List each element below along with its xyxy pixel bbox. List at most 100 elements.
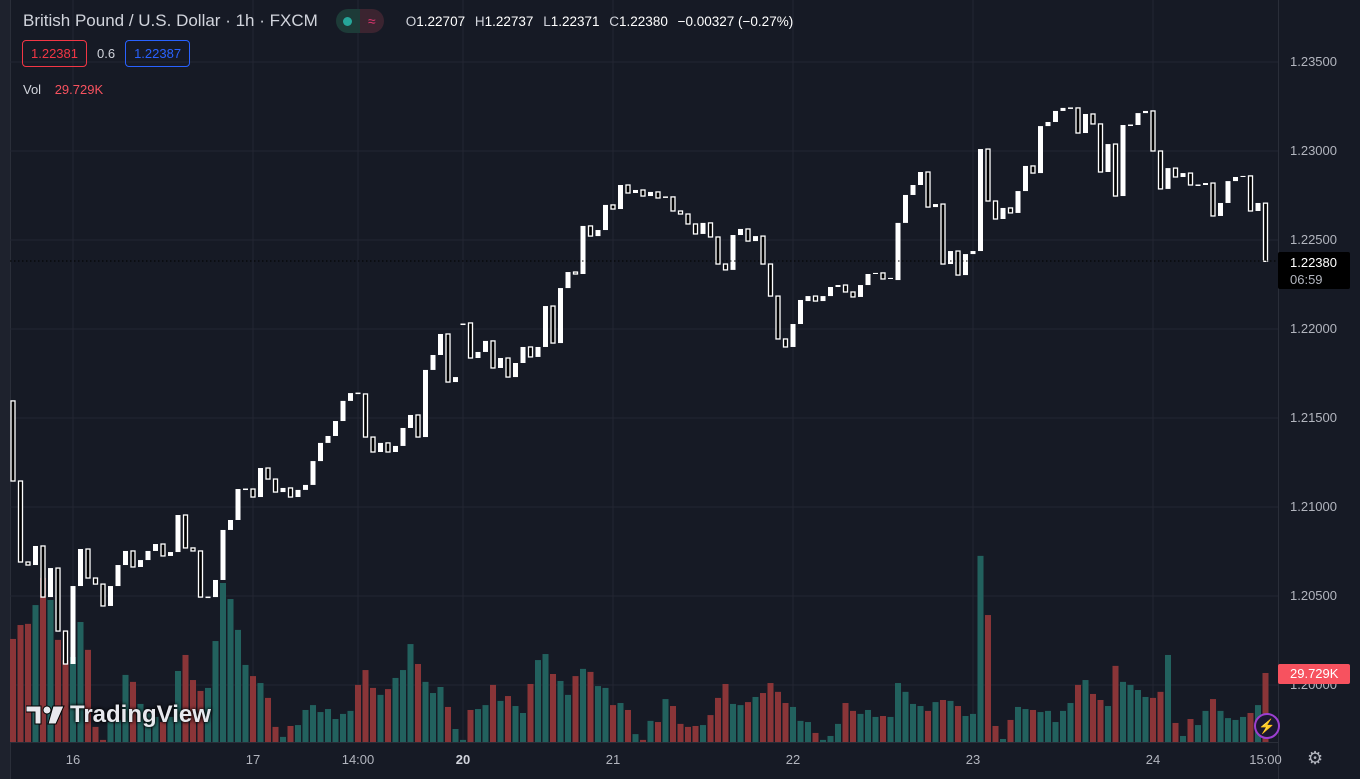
volume-bar	[827, 735, 834, 742]
volume-bar	[145, 712, 151, 742]
candle-up	[498, 358, 503, 368]
volume-bar	[1232, 719, 1239, 742]
volume-bar	[662, 699, 669, 742]
candle-down	[445, 333, 451, 383]
volume-bar	[902, 691, 909, 742]
candle-down	[490, 340, 496, 369]
candle-up	[1143, 110, 1148, 114]
candle-up	[1240, 175, 1246, 177]
close-label: C	[609, 13, 620, 29]
candle-up	[1038, 126, 1043, 174]
candle-down	[850, 291, 856, 298]
candle-down	[625, 184, 631, 194]
candle-up	[340, 400, 346, 422]
volume-bar	[527, 683, 534, 742]
sell-button[interactable]: 1.22381	[22, 40, 87, 67]
volume-bar	[917, 706, 924, 742]
volume-bar	[92, 726, 99, 742]
volume-bar	[242, 664, 249, 742]
candle-up	[753, 236, 758, 242]
volume-bar	[227, 599, 234, 742]
close-value: 1.22380	[619, 13, 668, 29]
volume-bar	[1037, 712, 1044, 742]
candle-up	[48, 568, 53, 598]
volume-bar	[505, 696, 511, 742]
candle-down	[745, 228, 751, 242]
candle-down	[707, 222, 714, 238]
time-axis-border	[10, 742, 1278, 743]
candle-up	[168, 552, 173, 556]
volume-bar	[805, 722, 811, 742]
candle-up	[1023, 165, 1028, 192]
candle-down	[362, 393, 369, 438]
wave-icon: ≈	[359, 9, 384, 33]
volume-bar	[925, 710, 931, 742]
volume-bar	[1015, 706, 1021, 742]
volume-bar	[490, 684, 496, 742]
candle-down	[655, 191, 661, 199]
candle-up	[453, 377, 458, 383]
volume-bar	[100, 739, 106, 742]
tradingview-watermark[interactable]: TradingView	[26, 701, 211, 729]
candle-up	[70, 586, 76, 664]
volume-bar	[175, 670, 181, 742]
volume-bar	[1202, 710, 1209, 742]
volume-bar	[325, 709, 331, 742]
volume-bar	[700, 725, 706, 742]
price-tick-label: 1.23000	[1290, 143, 1337, 158]
volume-bar	[655, 722, 661, 742]
candle-up	[543, 306, 548, 347]
candle-up	[220, 529, 226, 580]
high-value: 1.22737	[484, 13, 534, 29]
candle-up	[175, 515, 181, 553]
volume-bar	[550, 673, 556, 742]
open-value: 1.22707	[416, 13, 466, 29]
time-tick-label: 22	[785, 752, 801, 767]
volume-bar	[1105, 706, 1111, 742]
volume-bar	[512, 706, 519, 742]
volume-bar	[872, 716, 879, 742]
time-tick-label: 23	[965, 752, 981, 767]
candle-up	[1180, 173, 1186, 177]
candles	[10, 107, 1269, 665]
buy-button[interactable]: 1.22387	[125, 40, 191, 67]
candle-down	[505, 357, 511, 378]
price-tick-label: 1.20500	[1290, 588, 1337, 603]
candle-up	[790, 324, 796, 347]
volume-label[interactable]: Vol	[23, 82, 42, 97]
bar-countdown: 06:59	[1290, 272, 1323, 287]
symbol-title[interactable]: British Pound / U.S. Dollar · 1h · FXCM	[23, 11, 318, 30]
candle-down	[587, 225, 594, 237]
lightning-icon[interactable]: ⚡	[1254, 713, 1280, 739]
volume-bar	[910, 703, 916, 742]
volume-bar	[362, 670, 369, 742]
volume-bar	[1187, 719, 1194, 742]
volume-bar	[647, 720, 654, 742]
candle-down	[925, 171, 931, 208]
candle-down	[775, 295, 781, 340]
candle-up	[835, 285, 841, 287]
volume-bar	[220, 583, 226, 742]
low-label: L	[543, 13, 551, 29]
candle-down	[100, 583, 106, 607]
candle-up	[378, 442, 383, 452]
volume-axis-label: 29.729K	[1278, 664, 1350, 684]
volume-bar	[632, 734, 639, 742]
volume-bar	[857, 713, 864, 742]
volume-bar	[842, 703, 849, 742]
candle-up	[580, 225, 586, 274]
time-tick-label: 15:00	[1249, 752, 1282, 767]
volume-bar	[70, 657, 76, 742]
candle-up	[535, 346, 541, 357]
gear-icon[interactable]: ⚙	[1307, 748, 1324, 768]
volume-bar	[715, 697, 721, 742]
candle-up	[153, 544, 158, 551]
candle-up	[318, 442, 323, 462]
candle-up	[123, 550, 128, 566]
volume-bar	[40, 577, 46, 742]
market-status-toggle[interactable]: ≈	[335, 9, 384, 33]
ohlc-values: O1.22707 H1.22737 L1.22371 C1.22380 −0.0…	[406, 14, 799, 29]
candle-up	[333, 421, 338, 436]
candle-down	[1262, 202, 1269, 263]
